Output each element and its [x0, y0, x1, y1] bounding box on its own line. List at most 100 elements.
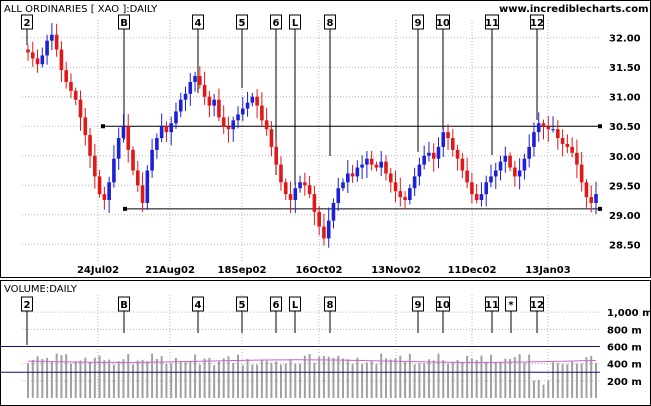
- candle-body: [159, 126, 164, 139]
- candle-body: [479, 194, 484, 201]
- candle-body: [255, 96, 259, 106]
- marker-label: 4: [195, 18, 202, 29]
- candle-body: [59, 49, 64, 71]
- volume-tick-label: 200 m: [607, 377, 642, 388]
- candle: [303, 172, 307, 196]
- candle-body: [508, 155, 512, 168]
- candle: [140, 172, 145, 212]
- candle: [193, 71, 197, 92]
- candle-body: [326, 220, 331, 239]
- marker-box: [289, 296, 301, 312]
- candle-body: [451, 138, 455, 150]
- candle-body: [474, 194, 479, 201]
- candle: [283, 178, 288, 201]
- marker-box: [324, 14, 336, 30]
- candle-body: [374, 164, 379, 168]
- candle-body: [513, 167, 517, 177]
- candle-body: [589, 197, 594, 203]
- candle: [336, 177, 341, 211]
- site-url[interactable]: www.incrediblecharts.com: [499, 4, 649, 15]
- candle-body: [188, 81, 193, 94]
- candle: [546, 116, 551, 142]
- candle: [178, 92, 183, 118]
- candle: [226, 116, 231, 143]
- marker-box: [485, 296, 499, 312]
- candle-body: [441, 132, 446, 147]
- candle: [589, 185, 594, 213]
- candle: [69, 73, 73, 99]
- candle: [207, 91, 212, 118]
- marker-label: 12: [530, 18, 544, 29]
- candle: [594, 181, 598, 214]
- volume-tick-label: 800 m: [607, 325, 642, 336]
- candle: [489, 164, 493, 188]
- candle: [174, 102, 178, 129]
- candle: [365, 151, 369, 178]
- volume-markers: 2 B 4 5 6 L 8 9 10 11 * 12: [21, 296, 544, 345]
- candle: [73, 87, 78, 106]
- marker-box: [412, 14, 424, 30]
- candle-body: [398, 191, 403, 198]
- candle: [112, 145, 116, 188]
- candle: [240, 96, 245, 122]
- candle: [298, 175, 302, 193]
- candle: [579, 151, 584, 192]
- candle: [250, 92, 255, 107]
- volume-marker-4: 4: [192, 296, 204, 333]
- candle-body: [417, 164, 422, 177]
- candle: [408, 184, 412, 205]
- candle-body: [183, 93, 188, 100]
- candle-body: [427, 152, 431, 156]
- y-tick-label: 31.50: [609, 63, 641, 74]
- candle-body: [560, 138, 565, 144]
- y-tick-label: 29.00: [609, 211, 641, 222]
- marker-label: 10: [436, 300, 450, 311]
- candle-body: [584, 182, 589, 198]
- candle-body: [331, 202, 336, 221]
- volume-tick-label: 400 m: [607, 360, 642, 371]
- marker-box: [324, 296, 336, 312]
- candle-body: [126, 126, 131, 150]
- candle-body: [288, 194, 293, 201]
- marker-b: B: [118, 14, 130, 140]
- candle-body: [231, 120, 236, 130]
- volume-tick-label: 1,000 m: [607, 308, 651, 319]
- candle-body: [484, 182, 489, 195]
- candle: [551, 116, 555, 133]
- candle: [264, 107, 269, 136]
- marker-label: 2: [24, 300, 31, 311]
- candle-body: [73, 90, 78, 100]
- candle: [159, 113, 164, 143]
- candle: [40, 47, 45, 68]
- candle-body: [336, 188, 341, 203]
- marker-label: B: [120, 300, 128, 311]
- candle: [64, 61, 68, 89]
- candle-body: [207, 96, 212, 106]
- candle-body: [174, 111, 178, 124]
- marker-box: [530, 14, 544, 30]
- candle-body: [355, 167, 360, 177]
- volume-marker-12: 12: [530, 296, 544, 333]
- candle: [465, 157, 469, 189]
- candle-body: [178, 99, 183, 112]
- candle-body: [78, 99, 83, 118]
- line-endpoint: [123, 206, 127, 211]
- marker-label: 6: [273, 300, 280, 311]
- marker-label: 8: [327, 300, 334, 311]
- candle: [293, 182, 298, 214]
- marker-label: 4: [195, 300, 202, 311]
- candle: [455, 145, 460, 171]
- candle-body: [236, 114, 240, 121]
- candle: [212, 93, 216, 117]
- candle: [155, 133, 159, 159]
- candle-body: [245, 102, 250, 109]
- marker-box: [236, 14, 248, 30]
- candle: [326, 207, 331, 248]
- candle: [164, 121, 169, 142]
- candle-body: [546, 126, 551, 130]
- marker-label: 10: [436, 18, 450, 29]
- candle-body: [446, 132, 450, 139]
- candle: [331, 198, 336, 229]
- marker-label: 9: [415, 300, 422, 311]
- volume-marker-6: 6: [270, 296, 282, 333]
